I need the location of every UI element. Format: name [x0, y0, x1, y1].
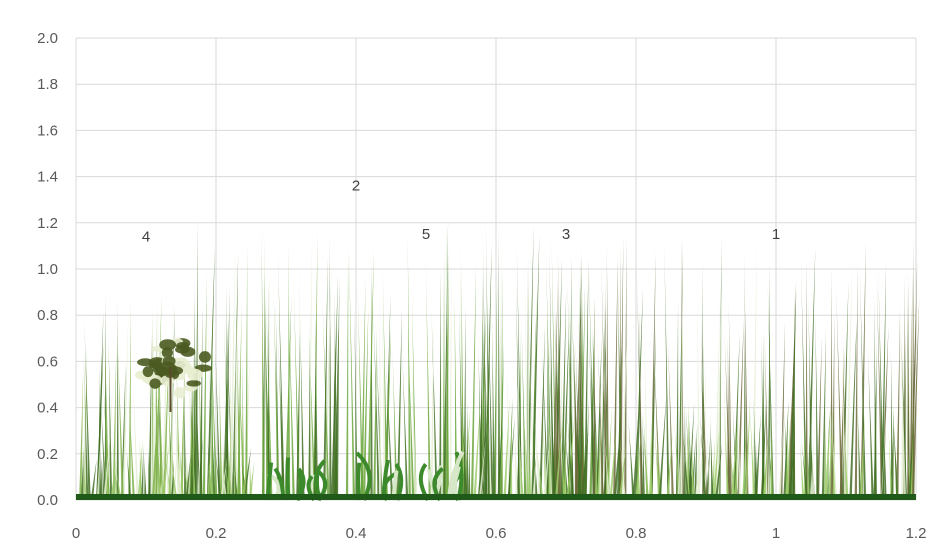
- planting-shrub: [135, 338, 212, 412]
- zone-label: 4: [142, 228, 150, 245]
- x-tick-label: 0.6: [486, 525, 507, 542]
- y-tick-label: 1.6: [37, 122, 58, 139]
- ground-band: [76, 494, 916, 500]
- y-tick-label: 2.0: [37, 30, 58, 47]
- x-tick-label: 1: [772, 525, 780, 542]
- y-tick-label: 1.4: [37, 169, 58, 186]
- planting-grass-back-left: [79, 293, 246, 500]
- y-tick-label: 1.2: [37, 215, 58, 232]
- zone-label: 3: [562, 226, 570, 243]
- planting-grass-dark-right: [548, 231, 920, 501]
- y-tick-label: 0.8: [37, 307, 58, 324]
- x-axis-tick-labels: 0 0.2 0.4 0.6 0.8 1 1.2: [72, 525, 927, 542]
- x-tick-label: 1.2: [906, 525, 927, 542]
- planting-grass-tall-center: [193, 218, 492, 501]
- planting-grass-low-left: [80, 432, 255, 500]
- zone-labels: 4 2 5 3 1: [142, 177, 780, 245]
- planting-layers: [76, 218, 920, 502]
- x-tick-label: 0: [72, 525, 80, 542]
- y-tick-label: 1.8: [37, 76, 58, 93]
- y-axis-tick-labels: 0.0 0.2 0.4 0.6 0.8 1.0 1.2 1.4 1.6 1.8 2.0: [37, 30, 58, 509]
- x-tick-label: 0.4: [346, 525, 367, 542]
- y-tick-label: 0.2: [37, 446, 58, 463]
- x-tick-label: 0.8: [626, 525, 647, 542]
- y-tick-label: 1.0: [37, 261, 58, 278]
- zone-label: 1: [772, 226, 780, 243]
- planting-grass-low-right: [460, 396, 914, 500]
- y-tick-label: 0.6: [37, 353, 58, 370]
- y-tick-label: 0.4: [37, 400, 58, 417]
- zone-label: 5: [422, 226, 430, 243]
- zone-label: 2: [352, 177, 360, 194]
- y-tick-label: 0.0: [37, 492, 58, 509]
- x-tick-label: 0.2: [206, 525, 227, 542]
